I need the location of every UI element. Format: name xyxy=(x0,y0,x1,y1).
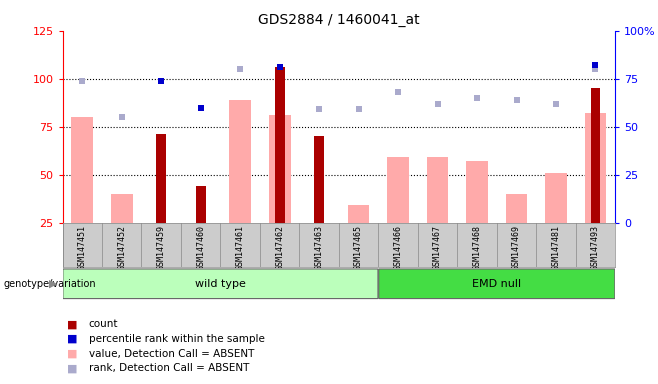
Text: rank, Detection Call = ABSENT: rank, Detection Call = ABSENT xyxy=(89,363,249,373)
Text: GSM147468: GSM147468 xyxy=(472,225,482,270)
FancyBboxPatch shape xyxy=(379,269,615,299)
Text: GSM147451: GSM147451 xyxy=(78,225,87,270)
Text: GSM147461: GSM147461 xyxy=(236,225,245,270)
Text: ■: ■ xyxy=(67,349,78,359)
Bar xyxy=(426,157,449,223)
Text: GSM147466: GSM147466 xyxy=(393,225,403,270)
Bar xyxy=(545,173,567,223)
Bar xyxy=(584,113,607,223)
Text: GSM147465: GSM147465 xyxy=(354,225,363,270)
Text: ■: ■ xyxy=(67,319,78,329)
Text: GSM147452: GSM147452 xyxy=(117,225,126,270)
Text: percentile rank within the sample: percentile rank within the sample xyxy=(89,334,265,344)
Text: count: count xyxy=(89,319,118,329)
Text: wild type: wild type xyxy=(195,279,246,289)
Text: GSM147467: GSM147467 xyxy=(433,225,442,270)
Title: GDS2884 / 1460041_at: GDS2884 / 1460041_at xyxy=(258,13,420,27)
Text: ■: ■ xyxy=(67,334,78,344)
Bar xyxy=(229,100,251,223)
Text: GSM147481: GSM147481 xyxy=(551,225,561,270)
Bar xyxy=(111,194,132,223)
Bar xyxy=(387,157,409,223)
Text: GSM147469: GSM147469 xyxy=(512,225,521,270)
Text: GSM147493: GSM147493 xyxy=(591,225,600,270)
Bar xyxy=(156,134,166,223)
Bar xyxy=(505,194,527,223)
Text: GSM147460: GSM147460 xyxy=(196,225,205,270)
Bar xyxy=(347,205,370,223)
Text: ■: ■ xyxy=(67,363,78,373)
Bar xyxy=(196,186,205,223)
Bar xyxy=(591,88,600,223)
FancyBboxPatch shape xyxy=(63,269,378,299)
Text: ▶: ▶ xyxy=(49,279,58,289)
Bar xyxy=(275,67,284,223)
Text: value, Detection Call = ABSENT: value, Detection Call = ABSENT xyxy=(89,349,254,359)
Bar xyxy=(315,136,324,223)
Bar xyxy=(71,117,93,223)
Text: GSM147459: GSM147459 xyxy=(157,225,166,270)
Text: genotype/variation: genotype/variation xyxy=(3,279,96,289)
Text: GSM147463: GSM147463 xyxy=(315,225,324,270)
Bar xyxy=(466,161,488,223)
Bar xyxy=(269,115,291,223)
Text: GSM147462: GSM147462 xyxy=(275,225,284,270)
Text: EMD null: EMD null xyxy=(472,279,521,289)
